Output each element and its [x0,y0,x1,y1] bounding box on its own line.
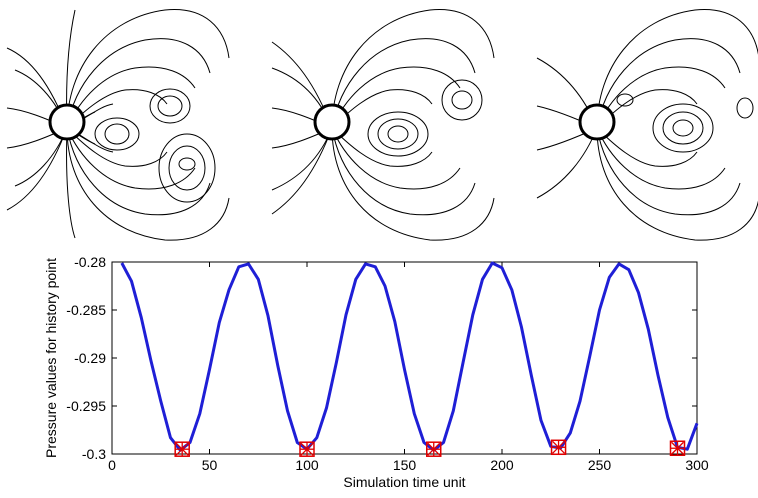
x-axis: 0 50 100 150 200 250 300 [108,262,709,473]
contour-line [596,66,726,129]
y-axis-label: Pressure values for history point [43,258,59,458]
y-tick-label: -0.29 [74,350,106,366]
marker-point [299,441,315,457]
marker-star-stroke [552,440,566,454]
y-tick-label: -0.295 [66,398,106,414]
contour-line [66,127,76,239]
contour-line [331,38,476,129]
y-tick-label: -0.28 [74,254,106,270]
y-axis: -0.28 -0.285 -0.29 -0.295 -0.3 [66,254,697,462]
contour-line [596,127,758,241]
marker-point [174,441,190,457]
contour-line [66,127,196,190]
contour-panel-3 [536,9,758,241]
plot-area [111,261,698,455]
contour-line [596,127,698,167]
contour-line [331,127,461,190]
pressure-chart: 0 50 100 150 200 250 300 -0.28 -0.285 -0.29 -0.29… [43,254,709,490]
contour-line [331,127,476,216]
marker-star-stroke [175,442,189,456]
x-tick-label: 200 [490,457,514,473]
contour-line [596,38,741,129]
marker-point [426,441,442,457]
contour-vortex [367,111,429,157]
cylinder [48,103,86,141]
contour-vortex [736,97,754,119]
contour-panel-1 [6,9,230,241]
marker-star-stroke [671,441,684,455]
contour-vortex [451,90,473,110]
cylinder [313,103,351,141]
contour-line [596,127,726,190]
marker-star-stroke [427,442,441,456]
x-tick-label: 50 [202,457,218,473]
contour-line [66,127,230,241]
x-tick-label: 0 [108,457,116,473]
contour-panel-2 [271,9,495,241]
contour-vortex [178,157,196,171]
contour-line [66,127,211,216]
marker-point [550,439,567,456]
contour-vortex [652,103,714,153]
contour-line [66,66,196,129]
contour-line [331,9,495,129]
y-tick-label: -0.285 [66,302,106,318]
contour-line [331,127,495,241]
contour-line [331,127,433,167]
marker-star-stroke [300,442,314,456]
contour-line [271,127,333,215]
cylinder [578,103,616,141]
contour-line [331,66,461,129]
contour-line [536,127,598,199]
contour-vortex [157,95,183,117]
x-tick-label: 100 [295,457,319,473]
x-tick-label: 150 [393,457,417,473]
x-tick-label: 250 [588,457,612,473]
contour-line [66,38,211,129]
contour-vortex [441,79,483,121]
contour-line [6,127,68,211]
contour-vortex [672,119,694,137]
x-tick-label: 300 [685,457,709,473]
marker-point [669,440,686,456]
contour-vortex [387,125,409,143]
contour-vortex [616,93,634,107]
contour-line [66,127,168,167]
markers [174,439,686,457]
contour-vortex [662,111,704,145]
contour-vortex [158,133,216,203]
contour-vortex [94,117,140,151]
contour-vortex [377,118,419,150]
contour-vortex [104,123,130,145]
contour-line [596,127,741,216]
contour-line [596,9,758,129]
contour-vortex [168,145,206,191]
y-tick-label: -0.3 [82,446,106,462]
x-axis-label: Simulation time unit [343,474,465,490]
contour-line [66,9,230,129]
series-line [120,261,699,452]
contour-vortex [149,88,191,124]
